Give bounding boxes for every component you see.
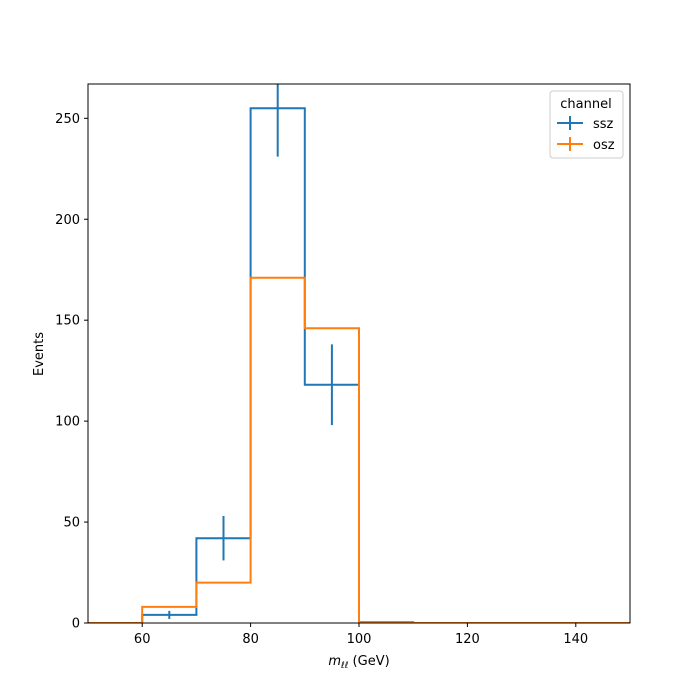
legend-entries: ssz osz	[557, 116, 615, 153]
series-ssz	[88, 84, 630, 623]
x-tick-label: 60	[134, 632, 151, 647]
x-tick-label: 120	[455, 632, 480, 647]
y-axis-label: Events	[32, 332, 47, 376]
legend-label-osz: osz	[593, 138, 615, 153]
x-tick-label: 100	[347, 632, 372, 647]
series-osz	[88, 276, 630, 623]
x-tick-label: 80	[242, 632, 259, 647]
legend-title: channel	[560, 97, 611, 112]
legend: channel ssz osz	[549, 90, 624, 159]
y-tick-label: 50	[63, 516, 80, 531]
x-tick-label: 140	[563, 632, 588, 647]
series-layer	[88, 84, 630, 623]
y-axis: 0 50 100 150 200 250	[55, 112, 88, 632]
x-axis: 60 80 100 120 140	[134, 623, 588, 647]
y-tick-label: 0	[72, 617, 80, 632]
y-tick-label: 200	[55, 213, 80, 228]
y-tick-label: 250	[55, 112, 80, 127]
y-tick-label: 150	[55, 314, 80, 329]
x-axis-label: mℓℓ (GeV)	[328, 654, 389, 671]
legend-box	[549, 90, 624, 159]
legend-label-ssz: ssz	[593, 117, 614, 132]
y-tick-label: 100	[55, 415, 80, 430]
series-step-line	[88, 276, 630, 623]
